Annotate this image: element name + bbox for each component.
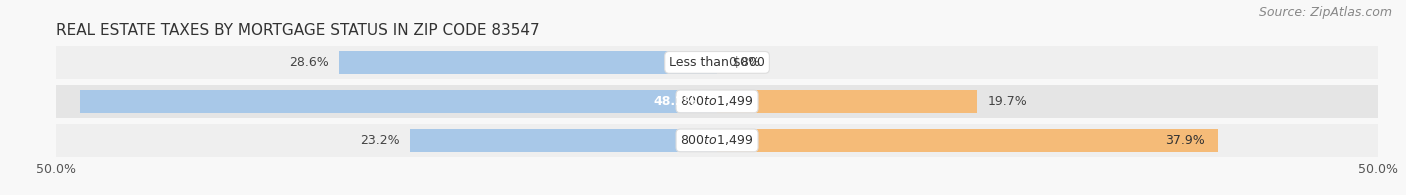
Text: Source: ZipAtlas.com: Source: ZipAtlas.com: [1258, 6, 1392, 19]
Text: 28.6%: 28.6%: [288, 56, 329, 69]
Bar: [80, 90, 717, 113]
Bar: [339, 51, 717, 74]
Text: $800 to $1,499: $800 to $1,499: [681, 94, 754, 108]
Text: $800 to $1,499: $800 to $1,499: [681, 133, 754, 147]
Text: 19.7%: 19.7%: [988, 95, 1028, 108]
Text: Less than $800: Less than $800: [669, 56, 765, 69]
Text: 48.2%: 48.2%: [654, 95, 697, 108]
Text: 37.9%: 37.9%: [1166, 134, 1205, 147]
Text: 0.0%: 0.0%: [728, 56, 759, 69]
Bar: [717, 90, 977, 113]
Text: 23.2%: 23.2%: [360, 134, 399, 147]
Bar: [717, 129, 1218, 152]
Bar: [56, 85, 1378, 118]
Bar: [411, 129, 717, 152]
Bar: [56, 124, 1378, 157]
Bar: [56, 46, 1378, 79]
Text: REAL ESTATE TAXES BY MORTGAGE STATUS IN ZIP CODE 83547: REAL ESTATE TAXES BY MORTGAGE STATUS IN …: [56, 23, 540, 38]
